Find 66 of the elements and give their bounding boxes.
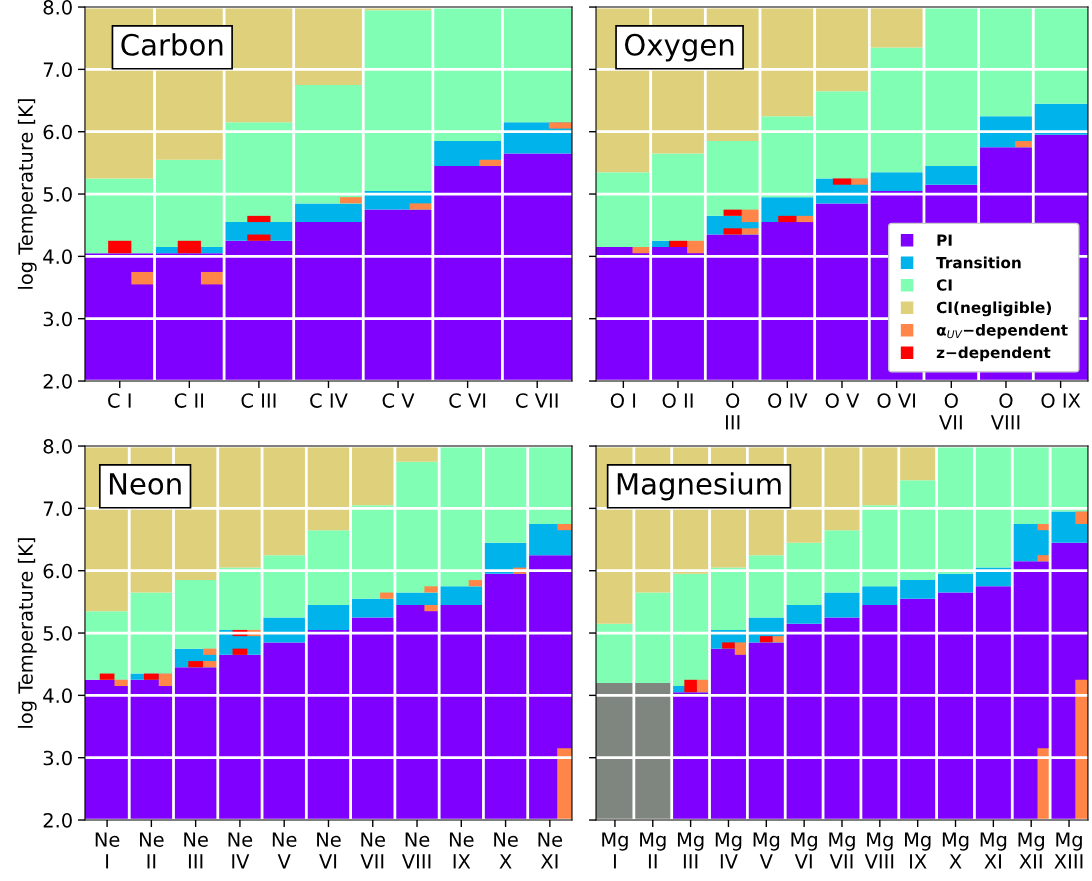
text: Neon [109,473,181,495]
x-tick-label: Mg VII [829,832,855,869]
x-tick-label: Ne IX [449,832,474,869]
x-tick-label: Ne IV [228,832,253,869]
x-tick-label: O III [725,393,740,430]
x-tick-label: Mg X [942,832,969,869]
y-axis-title: log Temperature [K] [17,99,37,289]
x-tick-label: O IV [768,393,808,408]
x-tick-label: Ne VIII [401,832,431,869]
x-tick-label: Mg XII [1018,832,1044,869]
legend-label: CI [936,279,952,291]
legend-label: PI [937,234,952,246]
y-tick-label: 4.0 [43,249,72,265]
y-tick-label: 2.0 [43,373,72,389]
x-tick-label: C II [174,393,204,408]
x-tick-label: O V [825,393,860,408]
legend-label: Transition [936,256,1021,269]
x-tick-label: O VIII [990,393,1020,430]
x-tick-label: Mg IX [905,832,931,869]
x-tick-label: C VI [449,393,486,408]
y-tick-label: 5.0 [43,187,72,202]
x-tick-label: Mg V [753,832,780,869]
x-tick-label: Ne VII [360,832,385,869]
x-tick-label: O II [662,393,693,408]
y-tick-label: 6.0 [43,124,72,140]
x-tick-label: C V [382,393,415,408]
x-tick-label: Ne X [494,832,518,869]
x-tick-label: O IX [1041,393,1081,408]
y-tick-label: 7.0 [43,501,72,517]
x-tick-label: O VI [877,393,915,408]
x-tick-label: C III [241,393,276,408]
legend-label: CI(negligible) [936,301,1051,317]
x-tick-label: Mg I [602,832,628,869]
x-tick-label: Mg VI [791,832,817,869]
y-tick-label: 6.0 [43,563,72,579]
x-tick-label: Mg IV [715,832,742,869]
x-tick-label: Ne XI [538,832,563,869]
x-tick-label: O I [610,393,636,408]
legend-label: α$_{UV}$−dependent [936,323,1068,339]
y-tick-label: 3.0 [43,311,72,327]
x-tick-label: C I [108,393,131,408]
text: Oxygen [624,33,734,62]
x-tick-label: O VII [939,393,962,430]
y-tick-label: 7.0 [43,62,72,78]
x-tick-label: C IV [310,393,348,408]
x-tick-label: Mg III [677,832,704,869]
text: Carbon [121,33,223,56]
x-tick-label: Ne III [184,832,208,869]
y-tick-label: 4.0 [43,688,72,704]
x-tick-label: Ne II [140,832,164,869]
x-tick-label: Mg XI [980,832,1007,869]
y-tick-label: 5.0 [43,626,72,641]
x-tick-label: C VII [516,393,558,408]
y-tick-label: 3.0 [43,750,72,766]
text: Magnesium [617,472,781,501]
y-tick-label: 8.0 [43,0,72,15]
x-tick-label: Ne V [272,832,297,869]
y-axis-title: log Temperature [K] [17,538,37,728]
y-tick-label: 8.0 [43,439,72,454]
x-tick-label: Mg XIII [1054,832,1083,869]
x-tick-label: Mg II [640,832,666,869]
y-tick-label: 2.0 [43,812,72,828]
x-tick-label: Mg VIII [864,832,894,869]
legend-label: z−dependent [936,346,1051,362]
x-tick-label: Ne I [95,832,120,869]
x-tick-label: Ne VI [317,832,341,869]
